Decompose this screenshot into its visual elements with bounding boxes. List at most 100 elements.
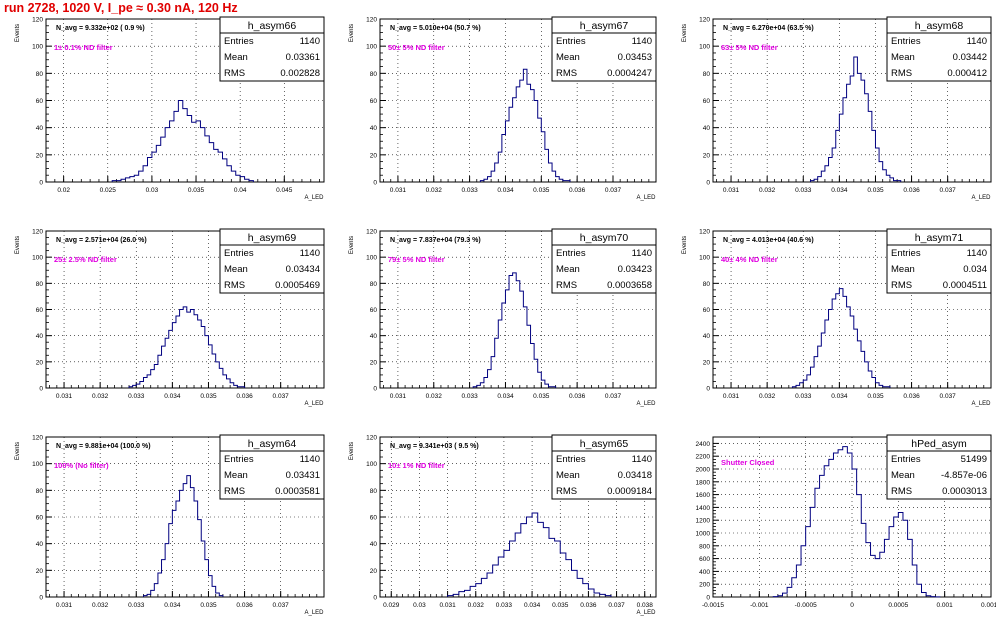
stats-key: RMS — [556, 280, 577, 291]
histogram-name: hPed_asym — [911, 438, 967, 450]
y-tick-label: 0 — [373, 595, 377, 602]
navg-label: N_avg = 4.013e+04 (40.6 %) — [723, 237, 814, 244]
stats-key: RMS — [224, 68, 245, 79]
y-tick-label: 1200 — [696, 518, 711, 525]
stats-value: 1140 — [632, 36, 652, 47]
x-tick-label: 0.035 — [188, 187, 205, 194]
y-tick-label: 40 — [370, 541, 378, 548]
y-tick-label: 120 — [699, 229, 710, 236]
y-tick-label: 80 — [370, 281, 378, 288]
navg-label: N_avg = 9.881e+04 (100.0 %) — [56, 443, 151, 450]
stats-key: Mean — [556, 52, 580, 63]
y-tick-label: 40 — [36, 333, 44, 340]
x-tick-label: 0.02 — [57, 187, 70, 194]
y-tick-label: 20 — [370, 152, 378, 159]
y-tick-label: 40 — [703, 125, 711, 132]
stats-value: -4.857e-06 — [941, 470, 987, 481]
y-axis-label: Events — [349, 24, 355, 42]
stats-key: Entries — [224, 248, 254, 259]
y-tick-label: 20 — [36, 359, 44, 366]
y-axis-label: Events — [15, 236, 21, 254]
x-tick-label: 0.037 — [605, 187, 622, 194]
y-tick-label: 600 — [699, 556, 710, 563]
y-tick-label: 80 — [36, 281, 44, 288]
stats-value: 0.03442 — [953, 52, 987, 63]
x-tick-label: 0.034 — [497, 393, 514, 400]
stats-value: 1140 — [967, 36, 987, 47]
x-tick-label: 0.031 — [390, 187, 407, 194]
x-tick-label: 0.0015 — [981, 602, 996, 609]
y-axis-label: Events — [15, 24, 21, 42]
y-tick-label: 120 — [32, 435, 43, 442]
x-tick-label: 0.033 — [128, 393, 145, 400]
filter-label: 1± 0.1% ND filter — [54, 43, 113, 52]
histogram-series — [772, 446, 941, 598]
x-tick-label: 0.031 — [56, 602, 73, 609]
y-tick-label: 40 — [703, 333, 711, 340]
histogram-panel: 0 20 40 60 80 100 120 0.031 0.032 0.033 0.034 0.035… — [682, 16, 992, 201]
x-axis-label: A_LED — [636, 401, 656, 407]
navg-label: N_avg = 9.332e+02 ( 0.9 %) — [56, 25, 145, 32]
y-tick-label: 60 — [36, 515, 44, 522]
x-tick-label: -0.0015 — [702, 602, 724, 609]
x-tick-label: 0.037 — [608, 602, 625, 609]
histogram-name: h_asym66 — [248, 20, 297, 32]
x-tick-label: 0.036 — [236, 393, 253, 400]
stats-value: 0.0003581 — [275, 486, 320, 497]
stats-key: Mean — [224, 264, 248, 275]
y-tick-label: 0 — [706, 595, 710, 602]
filter-label: 79± 5% ND filter — [388, 255, 445, 264]
navg-label: N_avg = 7.837e+04 (79.3 %) — [390, 237, 481, 244]
histogram-name: h_asym71 — [915, 232, 964, 244]
x-tick-label: 0.03 — [146, 187, 159, 194]
stats-key: RMS — [891, 68, 912, 79]
x-tick-label: 0.033 — [795, 187, 812, 194]
x-axis-label: A_LED — [304, 610, 324, 616]
stats-key: RMS — [224, 486, 245, 497]
stats-value: 0.0003013 — [942, 486, 987, 497]
y-axis-label: Events — [349, 442, 355, 460]
y-tick-label: 40 — [370, 333, 378, 340]
stats-key: Entries — [556, 36, 586, 47]
x-tick-label: 0.032 — [92, 602, 109, 609]
x-tick-label: 0.034 — [524, 602, 541, 609]
stats-key: Entries — [224, 36, 254, 47]
stats-key: RMS — [556, 68, 577, 79]
stats-key: Entries — [556, 454, 586, 465]
x-tick-label: 0.025 — [100, 187, 117, 194]
filter-label: 25± 2.5% ND filter — [54, 255, 117, 264]
y-tick-label: 20 — [36, 152, 44, 159]
x-tick-label: 0.034 — [164, 393, 181, 400]
stats-value: 0.03418 — [618, 470, 652, 481]
y-tick-label: 120 — [366, 17, 377, 24]
y-tick-label: 1800 — [696, 479, 711, 486]
x-tick-label: -0.001 — [750, 602, 769, 609]
y-tick-label: 60 — [370, 307, 378, 314]
x-tick-label: 0.036 — [569, 187, 586, 194]
x-tick-label: 0.034 — [831, 187, 848, 194]
x-tick-label: 0.032 — [426, 187, 443, 194]
y-tick-label: 20 — [370, 359, 378, 366]
stats-box — [219, 450, 325, 500]
x-tick-label: 0.033 — [461, 393, 478, 400]
stats-value: 0.000412 — [947, 68, 987, 79]
stats-value: 0.034 — [963, 264, 987, 275]
stats-box — [219, 32, 325, 82]
stats-value: 0.0004511 — [943, 280, 987, 291]
y-tick-label: 100 — [366, 255, 377, 262]
y-tick-label: 120 — [699, 17, 710, 24]
x-tick-label: 0.037 — [940, 393, 957, 400]
y-axis-label: Events — [682, 236, 688, 254]
y-tick-label: 40 — [36, 125, 44, 132]
stats-key: RMS — [556, 486, 577, 497]
stats-key: Entries — [891, 454, 921, 465]
y-axis-label: Events — [349, 236, 355, 254]
x-tick-label: 0.037 — [273, 602, 290, 609]
x-tick-label: 0.03 — [413, 602, 426, 609]
histogram-name: h_asym68 — [915, 20, 964, 32]
x-tick-label: 0 — [850, 602, 854, 609]
histogram-series — [479, 68, 571, 182]
x-tick-label: 0.029 — [383, 602, 400, 609]
y-axis-label: Events — [15, 442, 21, 460]
